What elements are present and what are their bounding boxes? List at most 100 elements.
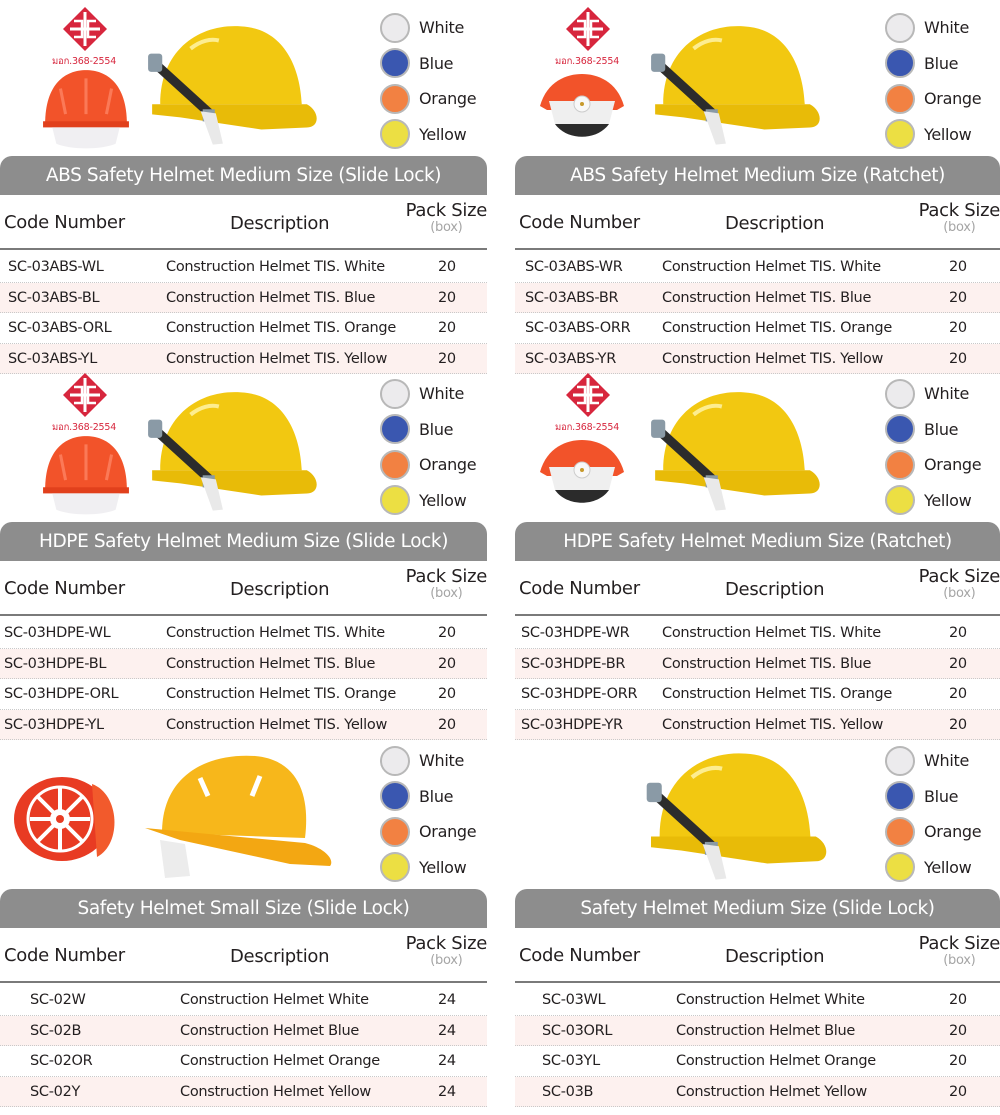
- header-description: Description: [725, 946, 825, 967]
- table-row: SC-03HDPE-YR Construction Helmet TIS. Yel…: [515, 709, 1000, 740]
- table-row: SC-03ABS-BL Construction Helmet TIS. Blue…: [0, 282, 487, 313]
- header-description: Description: [725, 579, 825, 600]
- table-row: SC-03HDPE-WL Construction Helmet TIS. Whi…: [0, 618, 487, 649]
- table-row: SC-03ABS-WR Construction Helmet TIS. Whit…: [515, 252, 1000, 283]
- table-row: SC-02OR Construction Helmet Orange 24: [0, 1046, 487, 1077]
- tis-certification-icon: [62, 6, 108, 52]
- color-option-yellow: Yellow: [885, 850, 981, 886]
- color-option-blue: Blue: [380, 412, 476, 448]
- blue-swatch-icon: [380, 414, 410, 445]
- section-title: ABS Safety Helmet Medium Size (Ratchet): [515, 156, 1000, 195]
- table-header: Code Number Description Pack Size (box): [515, 195, 1000, 250]
- product-section-small-slide-lock: White Blue Orange Yellow Safety Helmet S…: [0, 733, 487, 1107]
- orange-swatch-icon: [380, 449, 410, 480]
- header-pack-size: Pack Size (box): [918, 200, 1000, 235]
- table-header: Code Number Description Pack Size (box): [515, 928, 1000, 983]
- product-hero: มอก.368-2554 White Blue Orange Yellow: [0, 366, 487, 521]
- table-row: SC-03WL Construction Helmet White 20: [515, 985, 1000, 1016]
- color-option-orange: Orange: [380, 81, 477, 117]
- color-option-white: White: [885, 743, 981, 779]
- orange-swatch-icon: [885, 83, 915, 114]
- helmet-side-image: [643, 384, 825, 516]
- yellow-swatch-icon: [380, 119, 410, 150]
- section-title: ABS Safety Helmet Medium Size (Slide Loc…: [0, 156, 487, 195]
- color-options: White Blue Orange Yellow: [885, 376, 982, 519]
- color-option-yellow: Yellow: [380, 483, 476, 519]
- color-option-orange: Orange: [380, 447, 477, 483]
- color-options: White Blue Orange Yellow: [380, 743, 477, 886]
- product-hero: มอก.368-2554 White Blue Orange Yellow: [515, 0, 1000, 155]
- table-row: SC-03HDPE-ORR Construction Helmet TIS. Or…: [515, 679, 1000, 710]
- yellow-swatch-icon: [885, 119, 915, 150]
- blue-swatch-icon: [380, 781, 410, 812]
- yellow-swatch-icon: [380, 485, 410, 516]
- color-option-blue: Blue: [885, 412, 981, 448]
- table-row: SC-03HDPE-BR Construction Helmet TIS. Blu…: [515, 648, 1000, 679]
- helmet-inside-image: [12, 769, 122, 869]
- color-option-yellow: Yellow: [380, 117, 476, 153]
- table-row: SC-03HDPE-WR Construction Helmet TIS. Whi…: [515, 618, 1000, 649]
- blue-swatch-icon: [885, 48, 915, 79]
- table-row: SC-03ABS-ORL Construction Helmet TIS. Ora…: [0, 313, 487, 344]
- header-pack-size: Pack Size (box): [918, 566, 1000, 601]
- section-title: Safety Helmet Medium Size (Slide Lock): [515, 889, 1000, 928]
- color-option-blue: Blue: [380, 779, 476, 815]
- color-option-yellow: Yellow: [885, 483, 981, 519]
- header-description: Description: [230, 213, 330, 234]
- header-code: Code Number: [519, 212, 640, 233]
- table-row: SC-03HDPE-BL Construction Helmet TIS. Blu…: [0, 648, 487, 679]
- table-body: SC-03ABS-WR Construction Helmet TIS. Whit…: [515, 252, 1000, 374]
- product-section-hdpe-slide-lock: มอก.368-2554 White Blue Orange Yellow HD…: [0, 366, 488, 740]
- product-section-abs-slide-lock: มอก.368-2554 White Blue Orange Yellow AB…: [0, 0, 487, 374]
- blue-swatch-icon: [885, 781, 915, 812]
- color-options: White Blue Orange Yellow: [885, 743, 982, 886]
- table-row: SC-03YL Construction Helmet Orange 20: [515, 1046, 1000, 1077]
- table-body: SC-03WL Construction Helmet White 20 SC-03…: [515, 985, 1000, 1107]
- table-row: SC-03HDPE-YL Construction Helmet TIS. Yel…: [0, 709, 487, 740]
- color-option-blue: Blue: [885, 46, 981, 82]
- table-header: Code Number Description Pack Size (box): [0, 195, 487, 250]
- helmet-ratchet-image: [537, 66, 627, 146]
- table-row: SC-03ABS-WL Construction Helmet TIS. Whit…: [0, 252, 487, 283]
- yellow-swatch-icon: [885, 852, 915, 883]
- header-description: Description: [725, 213, 825, 234]
- color-options: White Blue Orange Yellow: [885, 10, 982, 153]
- color-options: White Blue Orange Yellow: [380, 376, 477, 519]
- color-option-white: White: [885, 376, 981, 412]
- white-swatch-icon: [885, 378, 915, 409]
- white-swatch-icon: [380, 378, 410, 409]
- yellow-swatch-icon: [380, 852, 410, 883]
- helmet-side-image: [635, 745, 835, 885]
- color-option-orange: Orange: [885, 81, 982, 117]
- blue-swatch-icon: [380, 48, 410, 79]
- table-row: SC-03ABS-BR Construction Helmet TIS. Blue…: [515, 282, 1000, 313]
- color-option-white: White: [380, 376, 476, 412]
- table-body: SC-03HDPE-WL Construction Helmet TIS. Whi…: [0, 618, 487, 740]
- color-option-yellow: Yellow: [380, 850, 476, 886]
- product-hero: มอก.368-2554 White Blue Orange Yellow: [515, 366, 1000, 521]
- certification-mark: มอก.368-2554: [52, 422, 117, 433]
- header-description: Description: [230, 579, 330, 600]
- table-header: Code Number Description Pack Size (box): [515, 561, 1000, 616]
- certification-mark: มอก.368-2554: [555, 422, 620, 433]
- certification-mark: มอก.368-2554: [52, 56, 117, 67]
- header-code: Code Number: [519, 945, 640, 966]
- table-row: SC-02Y Construction Helmet Yellow 24: [0, 1076, 487, 1107]
- table-body: SC-03ABS-WL Construction Helmet TIS. Whit…: [0, 252, 487, 374]
- helmet-side-image: [140, 743, 340, 883]
- product-section-medium-slide-lock: White Blue Orange Yellow Safety Helmet M…: [515, 733, 1000, 1107]
- helmet-front-image: [40, 434, 132, 516]
- white-swatch-icon: [380, 12, 410, 43]
- orange-swatch-icon: [885, 449, 915, 480]
- color-option-yellow: Yellow: [885, 117, 981, 153]
- yellow-swatch-icon: [885, 485, 915, 516]
- product-hero: White Blue Orange Yellow: [0, 733, 487, 888]
- table-row: SC-03ORL Construction Helmet Blue 20: [515, 1015, 1000, 1046]
- helmet-side-image: [643, 18, 825, 150]
- table-row: SC-03ABS-ORR Construction Helmet TIS. Ora…: [515, 313, 1000, 344]
- tis-certification-icon: [62, 372, 108, 418]
- table-row: SC-03B Construction Helmet Yellow 20: [515, 1076, 1000, 1107]
- table-row: SC-03HDPE-ORL Construction Helmet TIS. Or…: [0, 679, 487, 710]
- header-pack-size: Pack Size (box): [918, 933, 1000, 968]
- header-pack-size: Pack Size (box): [405, 566, 488, 601]
